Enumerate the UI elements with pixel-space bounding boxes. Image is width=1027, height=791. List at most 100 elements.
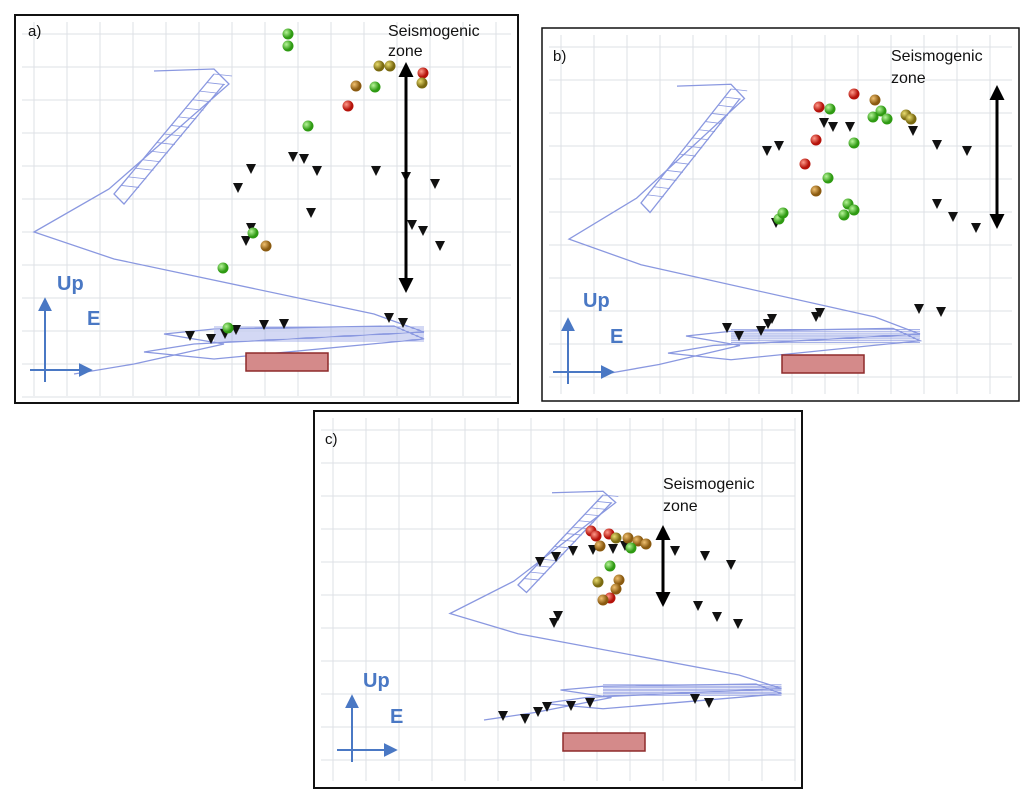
event [881,113,893,125]
station [553,611,563,621]
wireframe-tick [128,176,147,180]
event [810,185,822,197]
event [610,583,622,595]
station [971,223,981,233]
event [824,103,836,115]
wireframe-tick [679,153,696,157]
wireframe-tick [647,194,664,198]
station [815,308,825,318]
wireframe-tick [692,137,709,141]
event [592,576,604,588]
station [435,241,445,251]
event [373,60,385,72]
event [799,158,811,170]
event [813,101,825,113]
station [962,146,972,156]
station [407,220,417,230]
borehole-wireframe [32,68,425,375]
wireframe-tick [685,145,703,149]
wireframe-tick [542,558,558,562]
station [767,314,777,324]
event [875,105,887,117]
station [535,557,545,567]
station [185,331,195,341]
zone-label: Seismogenic [891,48,983,65]
event [848,88,860,100]
borehole-wireframe [448,490,782,721]
wireframe-tick [206,82,225,85]
station [549,618,559,628]
station [762,146,772,156]
zone-label: zone [891,70,926,87]
station [670,546,680,556]
station [914,304,924,314]
station [551,552,561,562]
station [932,199,942,209]
station [620,541,630,551]
station [700,551,710,561]
wireframe-tick [705,121,722,124]
station [288,152,298,162]
wireframe-tick [660,178,677,181]
zone-label: Seismogenic [663,476,755,493]
station [206,334,216,344]
event [594,540,606,552]
event [777,207,789,219]
station [722,323,732,333]
station [246,164,256,174]
event [222,322,234,334]
wireframe-tick [653,186,671,190]
event [905,113,917,125]
station [704,698,714,708]
wireframe-tick [572,526,588,530]
event [217,262,229,274]
wireframe-tick [135,167,154,171]
station [430,179,440,189]
station [845,122,855,132]
station [932,140,942,150]
surface-block [245,352,329,372]
station [948,212,958,222]
event [282,40,294,52]
wireframe-tick [142,159,161,163]
panel-b: b) Seismogenic zone Up E [541,27,1020,402]
station [418,226,428,236]
wireframe-tick [590,507,607,510]
wireframe-tick [698,129,716,133]
up-label: Up [363,670,390,692]
wireframe-tick [578,520,595,523]
wireframe-tick [530,571,546,575]
event [625,542,637,554]
event [247,227,259,239]
event [604,560,616,572]
station [566,701,576,711]
station [936,307,946,317]
wireframe-tick [213,73,233,77]
station [828,122,838,132]
event [640,538,652,550]
station [241,236,251,246]
event [613,574,625,586]
station [734,331,744,341]
event [869,94,881,106]
station [533,707,543,717]
station [733,619,743,629]
event [369,81,381,93]
panel-frame [541,27,1020,402]
station [233,183,243,193]
panel-a: a) Seismogenic zone Up E [14,14,519,404]
surface-block [781,354,865,374]
station [763,319,773,329]
wireframe-tick [199,90,218,94]
panel-label: b) [553,48,566,65]
event [622,532,634,544]
station [568,546,578,556]
wireframe-tick [524,578,540,581]
station [726,560,736,570]
wireframe-tick [566,533,582,536]
event [417,67,429,79]
wireframe-tick [149,150,168,154]
zone-label: zone [388,43,423,60]
station [371,166,381,176]
station [312,166,322,176]
